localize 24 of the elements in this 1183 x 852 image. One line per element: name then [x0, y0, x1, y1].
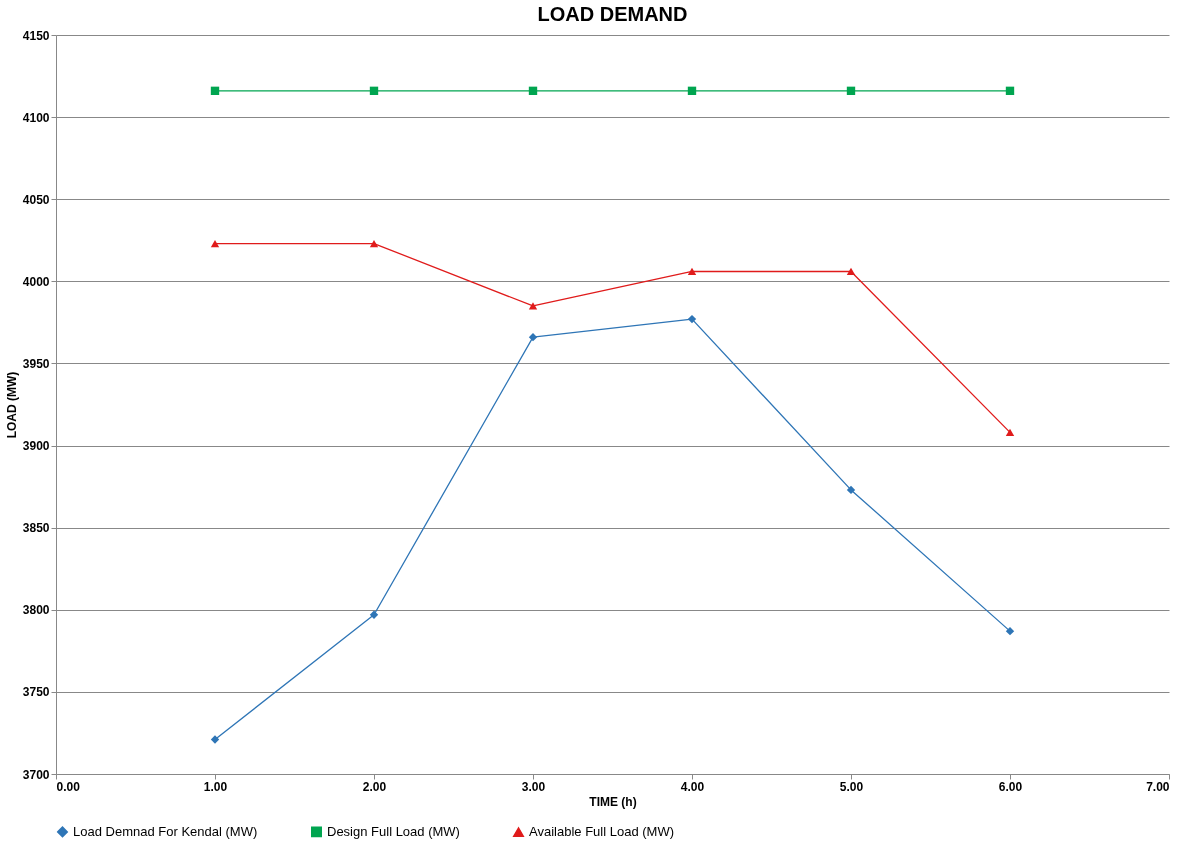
legend-label: Design Full Load (MW) [327, 823, 460, 839]
y-tick-label: 3800 [22, 603, 50, 618]
y-tick-label: 4050 [22, 192, 50, 207]
y-tick-label: 3850 [22, 521, 50, 536]
y-tick-label: 3950 [22, 356, 50, 371]
x-tick-label: 5.00 [839, 779, 864, 794]
y-tick-label: 3700 [22, 767, 50, 782]
y-axis-title: LOAD (MW) [4, 371, 19, 439]
x-tick-label: 4.00 [680, 779, 705, 794]
x-tick-label: 1.00 [203, 779, 228, 794]
x-tick-label: 2.00 [362, 779, 387, 794]
legend-label: Load Demnad For Kendal (MW) [73, 823, 258, 839]
y-tick-label: 3900 [22, 439, 50, 454]
x-tick-label: 0.00 [56, 779, 81, 794]
x-tick-label: 3.00 [521, 779, 546, 794]
chart-title: LOAD DEMAND [537, 3, 688, 25]
x-axis-title: TIME (h) [589, 794, 637, 809]
y-tick-label: 3750 [22, 685, 50, 700]
x-tick-label: 6.00 [998, 779, 1023, 794]
y-tick-label: 4000 [22, 274, 50, 289]
legend-label: Available Full Load (MW) [529, 824, 674, 840]
y-tick-label: 4100 [22, 110, 50, 125]
x-tick-label: 7.00 [1146, 779, 1170, 794]
y-tick-label: 4150 [22, 28, 50, 43]
